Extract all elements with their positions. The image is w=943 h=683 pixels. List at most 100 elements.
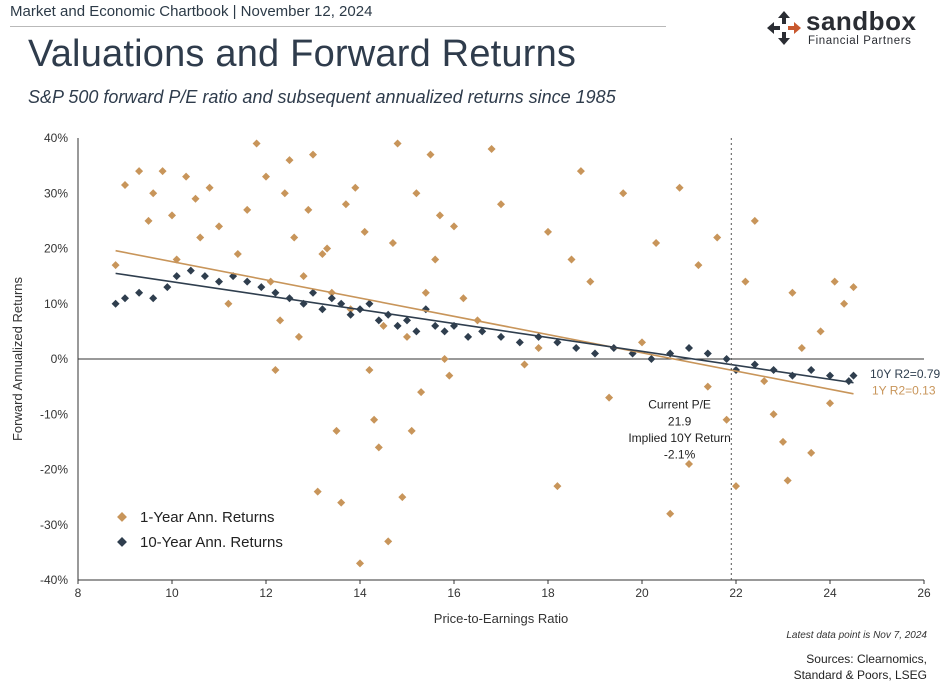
one-year-point: [341, 200, 350, 209]
one-year-point: [605, 393, 614, 402]
one-year-point: [797, 343, 806, 352]
one-year-point: [534, 343, 543, 352]
sources-line-1: Sources: Clearnomics,: [806, 652, 927, 666]
one-year-points: [111, 139, 858, 568]
one-year-point: [356, 559, 364, 568]
ten-year-point: [685, 343, 693, 352]
ten-year-points: [111, 266, 858, 386]
trend-line-10y: [115, 272, 854, 384]
one-year-point: [403, 332, 411, 341]
one-year-point: [313, 487, 322, 496]
one-year-point: [694, 261, 703, 270]
one-year-point: [398, 493, 407, 502]
annotation-pe-value: 21.9: [668, 414, 692, 428]
one-year-point: [294, 332, 303, 341]
one-year-point: [675, 183, 684, 192]
one-year-point: [370, 415, 379, 424]
one-year-point: [849, 283, 858, 292]
ten-year-point: [440, 327, 449, 336]
ten-year-point: [121, 294, 129, 303]
sandbox-logo: sandbox Financial Partners: [766, 6, 936, 48]
ten-year-point: [826, 371, 834, 380]
one-year-point: [435, 211, 444, 220]
y-tick-label: -40%: [40, 573, 68, 587]
one-year-point: [703, 382, 712, 391]
one-year-point: [445, 371, 454, 380]
ten-year-point: [346, 310, 355, 319]
one-year-point: [722, 415, 731, 424]
y-tick-label: 0%: [51, 352, 69, 366]
one-year-point: [149, 189, 158, 198]
one-year-point: [412, 189, 421, 198]
ten-year-point: [478, 327, 487, 336]
r2-label-1y: 1Y R2=0.13: [872, 383, 936, 397]
one-year-point: [135, 167, 144, 176]
one-year-point: [553, 482, 562, 491]
ten-year-point: [534, 332, 543, 341]
one-year-point: [713, 233, 722, 242]
one-year-point: [384, 537, 393, 546]
one-year-point: [196, 233, 205, 242]
one-year-point: [304, 205, 313, 214]
ten-year-point: [722, 355, 731, 363]
one-year-point: [168, 211, 176, 220]
one-year-point: [332, 426, 341, 435]
one-year-point: [816, 327, 825, 336]
one-year-point: [290, 233, 299, 242]
one-year-point: [732, 482, 740, 491]
one-year-point: [299, 272, 308, 281]
ten-year-point: [243, 277, 252, 286]
ten-year-point: [647, 355, 656, 363]
ten-year-point: [186, 266, 195, 275]
one-year-point: [271, 366, 280, 375]
one-year-point: [252, 139, 261, 148]
y-tick-label: 30%: [44, 186, 68, 200]
ten-year-point: [572, 343, 581, 352]
one-year-point: [365, 366, 374, 375]
one-year-point: [788, 288, 797, 297]
one-year-point: [586, 277, 595, 286]
legend-marker-10y: [117, 537, 127, 547]
x-tick-label: 12: [259, 586, 273, 600]
ten-year-point: [384, 310, 393, 319]
one-year-point: [783, 476, 792, 485]
one-year-point: [576, 167, 585, 176]
one-year-point: [374, 443, 383, 452]
one-year-point: [144, 216, 153, 225]
one-year-point: [182, 172, 191, 181]
ten-year-point: [769, 366, 778, 375]
one-year-point: [388, 238, 397, 247]
one-year-point: [826, 399, 834, 408]
one-year-point: [337, 498, 346, 507]
one-year-point: [520, 360, 529, 369]
ten-year-point: [591, 349, 599, 358]
one-year-point: [323, 244, 332, 253]
legend-marker-1y: [117, 512, 127, 522]
x-axis-label: Price-to-Earnings Ratio: [434, 611, 568, 626]
y-tick-label: 40%: [44, 131, 68, 145]
ten-year-point: [318, 305, 327, 314]
one-year-point: [567, 255, 576, 264]
one-year-point: [285, 156, 294, 165]
ten-year-point: [750, 360, 759, 369]
ten-year-point: [200, 272, 209, 281]
ten-year-point: [163, 283, 172, 292]
ten-year-point: [172, 272, 181, 281]
trend-lines: [115, 249, 854, 395]
one-year-point: [111, 261, 120, 270]
one-year-point: [407, 426, 416, 435]
one-year-point: [262, 172, 270, 181]
one-year-point: [309, 150, 317, 159]
logo-wordmark: sandbox: [806, 6, 917, 36]
annotation-return-value: -2.1%: [664, 447, 696, 461]
one-year-point: [421, 288, 430, 297]
one-year-point: [318, 250, 327, 259]
x-tick-label: 10: [165, 586, 179, 600]
one-year-point: [830, 277, 839, 286]
ten-year-point: [327, 294, 336, 303]
ten-year-point: [807, 366, 816, 375]
ten-year-point: [257, 283, 266, 292]
one-year-point: [666, 509, 675, 518]
r2-label-10y: 10Y R2=0.79: [870, 367, 940, 381]
one-year-point: [233, 250, 242, 259]
